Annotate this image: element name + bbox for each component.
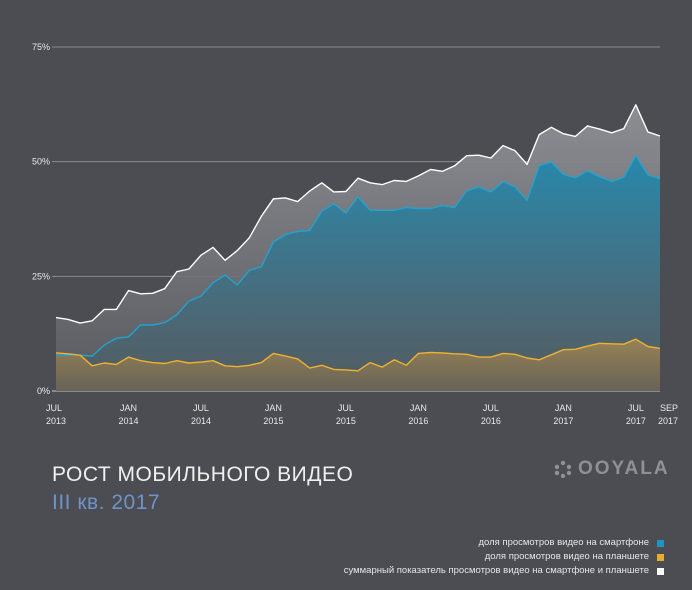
x-axis-ticks: JUL 2013 JAN 2014 JUL 2014 JAN 2015 JUL 2015 JAN 20… xyxy=(46,403,678,426)
legend-swatch xyxy=(657,553,664,561)
x-tick-year: 2015 xyxy=(336,416,356,426)
x-tick-month: JUL xyxy=(193,403,209,413)
x-tick-month: JUL xyxy=(483,403,499,413)
legend-label: доля просмотров видео на планшете xyxy=(484,551,649,562)
legend-item-smartphone: доля просмотров видео на смартфоне xyxy=(344,536,664,550)
x-tick-year: 2014 xyxy=(191,416,211,426)
ooyala-logo: OOYALA xyxy=(553,458,670,480)
chart: 0% 25% 50% 75% JUL 2013 JAN 2014 JUL 2014 JAN 2015… xyxy=(32,42,678,426)
x-tick-month: JAN xyxy=(120,403,137,413)
x-tick-month: SEP xyxy=(660,403,678,413)
y-tick-label: 0% xyxy=(37,386,50,396)
line-tablet xyxy=(55,338,661,372)
x-tick-year: 2014 xyxy=(118,416,138,426)
line-total xyxy=(55,104,661,324)
ooyala-dots-icon xyxy=(554,460,572,478)
legend: доля просмотров видео на смартфоне доля … xyxy=(344,536,664,578)
x-tick-year: 2015 xyxy=(263,416,283,426)
x-tick-month: JUL xyxy=(338,403,354,413)
x-tick-year: 2016 xyxy=(481,416,501,426)
legend-label: суммарный показатель просмотров видео на… xyxy=(343,565,649,576)
line-smartphone xyxy=(56,154,661,357)
x-tick-year: 2017 xyxy=(626,416,646,426)
x-tick-month: JAN xyxy=(265,403,282,413)
x-tick-month: JAN xyxy=(555,403,572,413)
y-axis-ticks: 0% 25% 50% 75% xyxy=(32,42,50,396)
area-tablet xyxy=(56,339,660,391)
legend-item-total: суммарный показатель просмотров видео на… xyxy=(344,564,664,578)
y-tick-label: 75% xyxy=(32,42,50,52)
legend-label: доля просмотров видео на смартфоне xyxy=(478,537,649,548)
series-areas xyxy=(56,104,660,392)
x-tick-year: 2013 xyxy=(46,416,66,426)
legend-item-tablet: доля просмотров видео на планшете xyxy=(344,550,664,564)
series-lines xyxy=(55,104,661,372)
x-tick-year: 2017 xyxy=(658,416,678,426)
x-tick-month: JUL xyxy=(628,403,644,413)
title-block: РОСТ МОБИЛЬНОГО ВИДЕО III кв. 2017 xyxy=(52,463,353,515)
x-tick-month: JUL xyxy=(46,403,62,413)
x-tick-month: JAN xyxy=(410,403,427,413)
x-tick-year: 2016 xyxy=(408,416,428,426)
legend-swatch xyxy=(657,539,664,547)
x-tick-year: 2017 xyxy=(553,416,573,426)
y-tick-label: 25% xyxy=(32,271,50,281)
legend-swatch xyxy=(657,567,664,575)
chart-subtitle: III кв. 2017 xyxy=(52,491,161,514)
chart-title: РОСТ МОБИЛЬНОГО ВИДЕО xyxy=(52,463,354,486)
y-tick-label: 50% xyxy=(32,157,50,167)
area-smartphone xyxy=(56,155,660,391)
ooyala-logo-text: OOYALA xyxy=(578,458,670,479)
